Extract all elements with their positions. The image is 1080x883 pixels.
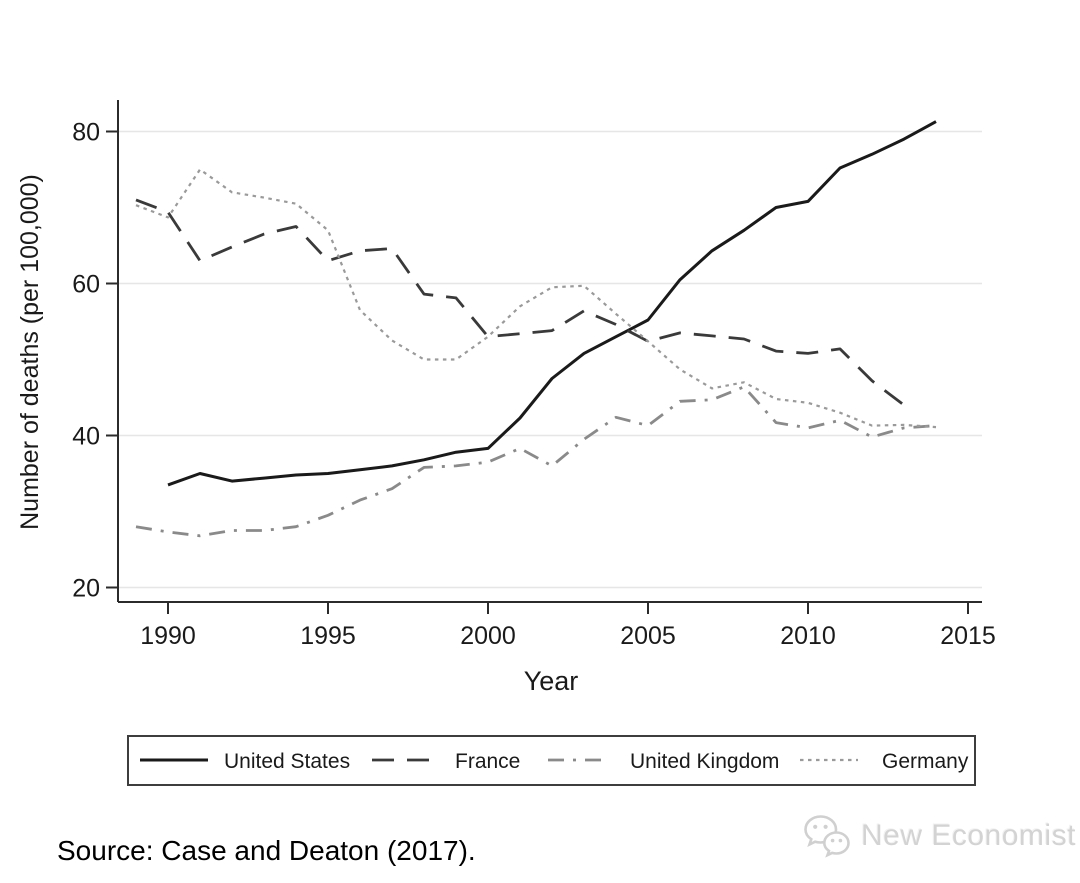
x-tick-label-1990: 1990: [140, 622, 196, 650]
watermark: New Economist: [802, 813, 1076, 859]
x-tick-label-2000: 2000: [460, 622, 516, 650]
y-tick-label-40: 40: [72, 423, 100, 451]
watermark-text: New Economist: [861, 819, 1076, 852]
series-united-kingdom-line: [135, 385, 937, 538]
legend-label-france: France: [455, 750, 520, 773]
legend-box: [127, 735, 976, 786]
x-tick-label-2010: 2010: [780, 622, 836, 650]
legend-label-united-kingdom: United Kingdom: [630, 750, 779, 773]
legend-label-germany: Germany: [882, 750, 969, 773]
x-tick-label-2005: 2005: [620, 622, 676, 650]
y-tick-label-80: 80: [72, 119, 100, 147]
series-germany-line: [135, 168, 937, 429]
series-united-states-line: [167, 120, 937, 487]
mortality-line-chart: 20 40 60 80 1990 1995 2000 2005 2010 2015 Number o…: [16, 100, 996, 786]
x-tick-label-1995: 1995: [300, 622, 356, 650]
y-tick-label-60: 60: [72, 271, 100, 299]
x-tick-label-2015: 2015: [940, 622, 996, 650]
y-axis-title: Number of deaths (per 100,000): [16, 174, 44, 530]
x-axis-title: Year: [524, 666, 579, 696]
legend-label-united-states: United States: [224, 750, 350, 773]
y-tick-label-20: 20: [72, 575, 100, 603]
series-france-line: [135, 198, 905, 407]
wechat-chat-bubbles-icon: [804, 815, 850, 858]
source-caption: Source: Case and Deaton (2017).: [57, 835, 476, 866]
